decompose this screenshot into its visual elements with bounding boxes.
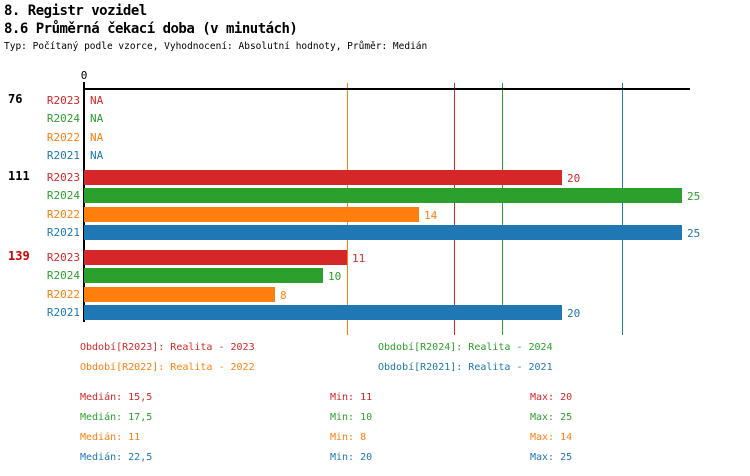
legend-item-R2021: Období[R2021]: Realita - 2021 — [378, 362, 553, 373]
bar-111-R2023 — [84, 170, 562, 185]
bar-value-label: 25 — [687, 190, 701, 203]
stats-max-R2023: Max: 20 — [530, 392, 573, 403]
stats-min-R2024: Min: 10 — [330, 412, 373, 423]
bar-value-label: 20 — [567, 307, 581, 320]
series-label-111-R2022: R2022 — [46, 208, 80, 221]
series-label-111-R2024: R2024 — [46, 189, 80, 202]
series-label-111-R2021: R2021 — [46, 226, 80, 239]
bar-111-R2022 — [84, 207, 419, 222]
stats-median-R2022: Medián: 11 — [80, 432, 141, 443]
legend-item-R2024: Období[R2024]: Realita - 2024 — [378, 342, 553, 353]
series-label-76-R2021: R2021 — [46, 149, 80, 162]
group-label-139: 139 — [8, 249, 30, 263]
stats-min-R2022: Min: 8 — [330, 432, 367, 443]
bar-value-label: 20 — [567, 172, 581, 185]
series-label-76-R2024: R2024 — [46, 112, 80, 125]
stats-max-R2024: Max: 25 — [530, 412, 573, 423]
bar-139-R2022 — [84, 287, 275, 302]
series-label-139-R2023: R2023 — [46, 251, 80, 264]
na-value-label: NA — [90, 131, 104, 144]
na-value-label: NA — [90, 94, 104, 107]
bar-value-label: 25 — [687, 227, 701, 240]
legend-item-R2023: Období[R2023]: Realita - 2023 — [80, 342, 255, 353]
stats-min-R2021: Min: 20 — [330, 452, 373, 463]
bar-value-label: 11 — [352, 252, 366, 265]
stats-median-R2023: Medián: 15,5 — [80, 392, 153, 403]
series-label-76-R2023: R2023 — [46, 94, 80, 107]
series-label-76-R2022: R2022 — [46, 131, 80, 144]
median-line-R2021 — [621, 83, 623, 335]
series-label-139-R2021: R2021 — [46, 306, 80, 319]
x-axis-zero-tick-label: 0 — [80, 69, 88, 82]
series-label-139-R2022: R2022 — [46, 288, 80, 301]
na-value-label: NA — [90, 149, 104, 162]
bar-value-label: 14 — [424, 209, 438, 222]
legend-item-R2022: Období[R2022]: Realita - 2022 — [80, 362, 255, 373]
group-label-76: 76 — [8, 92, 23, 106]
series-label-139-R2024: R2024 — [46, 269, 80, 282]
bar-139-R2023 — [84, 250, 347, 265]
bar-value-label: 8 — [280, 289, 287, 302]
bar-139-R2024 — [84, 268, 323, 283]
bar-139-R2021 — [84, 305, 562, 320]
x-axis-line — [84, 88, 690, 90]
bar-111-R2024 — [84, 188, 682, 203]
stats-max-R2022: Max: 14 — [530, 432, 573, 443]
stats-max-R2021: Max: 25 — [530, 452, 573, 463]
chart-type-info: Typ: Počítaný podle vzorce, Vyhodnocení:… — [4, 41, 428, 52]
chart-title: 8.6 Průměrná čekací doba (v minutách) — [4, 21, 298, 37]
stats-median-R2024: Medián: 17,5 — [80, 412, 153, 423]
series-label-111-R2023: R2023 — [46, 171, 80, 184]
na-value-label: NA — [90, 112, 104, 125]
bar-value-label: 10 — [328, 270, 342, 283]
group-label-111: 111 — [8, 169, 30, 183]
stats-min-R2023: Min: 11 — [330, 392, 373, 403]
median-line-R2023 — [454, 83, 456, 335]
bar-111-R2021 — [84, 225, 682, 240]
median-line-R2024 — [502, 83, 504, 335]
report-section-title: 8. Registr vozidel — [4, 3, 147, 19]
stats-median-R2021: Medián: 22,5 — [80, 452, 153, 463]
